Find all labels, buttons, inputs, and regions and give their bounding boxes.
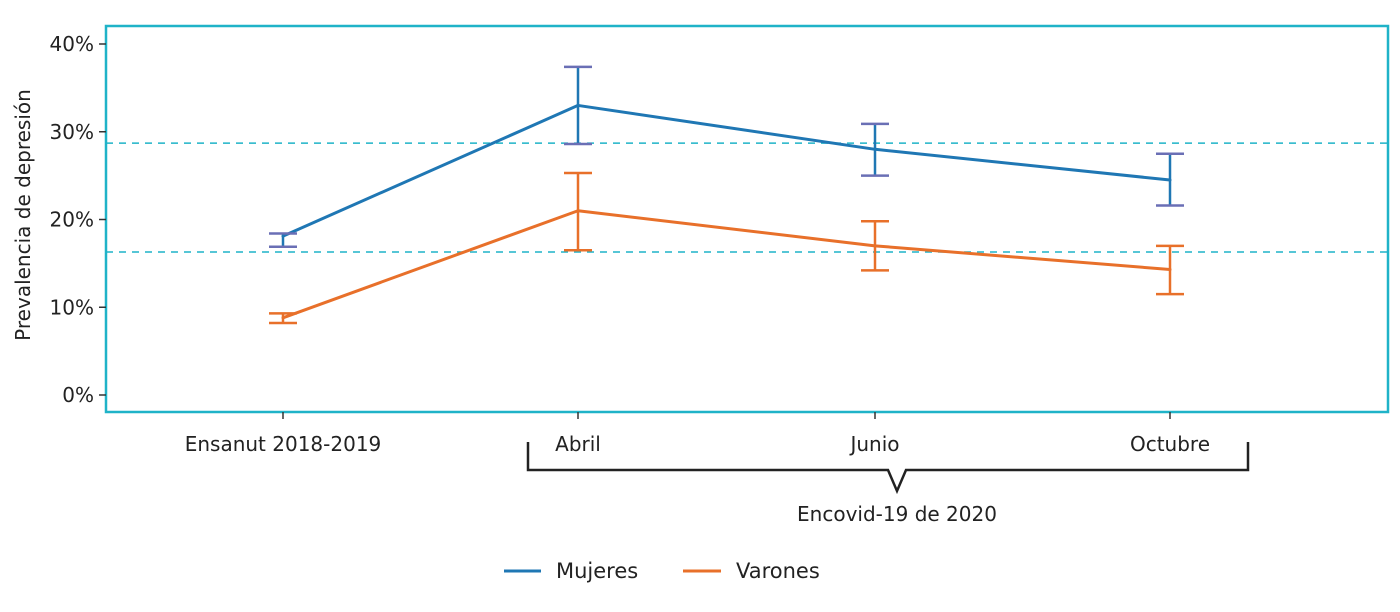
x-tick-label-1: Abril <box>555 432 601 456</box>
data-point-varones-1 <box>576 209 580 213</box>
x-tick-label-2: Junio <box>848 432 899 456</box>
data-point-mujeres-1 <box>576 103 580 107</box>
data-point-mujeres-3 <box>1168 178 1172 182</box>
y-tick-label-0: 0% <box>62 383 94 407</box>
data-point-mujeres-2 <box>873 147 877 151</box>
plot-frame <box>104 24 1390 414</box>
y-tick-label-3: 30% <box>50 120 94 144</box>
data-point-mujeres-0 <box>281 234 285 238</box>
y-tick-label-1: 10% <box>50 295 94 319</box>
y-axis-title: Prevalencia de depresión <box>11 89 35 341</box>
data-point-varones-0 <box>281 316 285 320</box>
series-layer <box>269 65 1184 325</box>
data-point-varones-2 <box>873 244 877 248</box>
x-tick-label-0: Ensanut 2018-2019 <box>185 432 382 456</box>
y-axis: 0% 10% 20% 30% 40% <box>50 32 106 407</box>
bracket-label: Encovid-19 de 2020 <box>797 502 997 526</box>
legend-label-mujeres: Mujeres <box>556 559 638 583</box>
legend: Mujeres Varones <box>504 559 820 583</box>
encovid-bracket: Encovid-19 de 2020 <box>526 442 1250 526</box>
y-tick-label-2: 20% <box>50 208 94 232</box>
x-tick-label-3: Octubre <box>1130 432 1210 456</box>
series-line-mujeres <box>282 103 1171 238</box>
series-line-varones <box>282 209 1171 320</box>
legend-label-varones: Varones <box>736 559 820 583</box>
reference-lines <box>106 142 1388 253</box>
x-axis: Ensanut 2018-2019 Abril Junio Octubre <box>185 412 1210 456</box>
data-point-varones-3 <box>1168 268 1172 272</box>
bracket-line <box>526 442 1250 495</box>
y-tick-label-4: 40% <box>50 32 94 56</box>
